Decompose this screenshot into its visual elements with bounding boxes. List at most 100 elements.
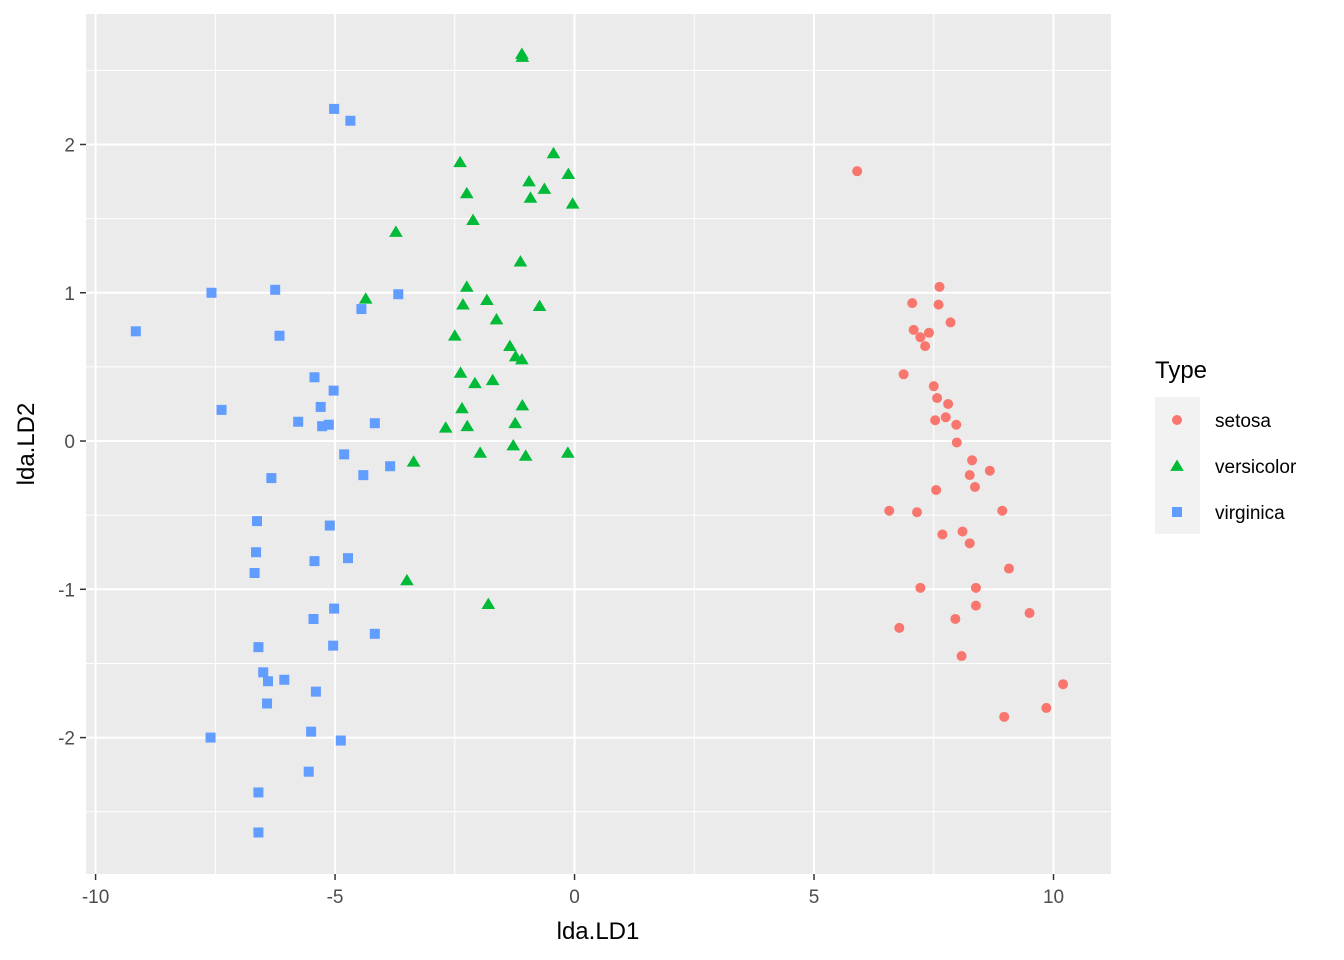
versicolor-point	[489, 312, 504, 325]
versicolor-point	[473, 446, 488, 458]
virginica-point	[310, 686, 321, 697]
setosa-point	[943, 398, 954, 409]
virginica-point	[205, 732, 216, 743]
versicolor-point	[455, 401, 469, 414]
versicolor-point	[523, 191, 538, 203]
virginica-point	[335, 735, 346, 746]
setosa-point	[923, 327, 934, 338]
legend-label-virginica: virginica	[1215, 503, 1285, 524]
y-axis-ticks: -2 -1 0 1 2	[58, 135, 86, 750]
versicolor-point	[518, 449, 533, 461]
x-tick-label: 10	[1043, 887, 1064, 908]
setosa-point	[945, 317, 956, 328]
setosa-point	[1024, 608, 1035, 619]
virginica-point	[251, 547, 262, 558]
data-points	[130, 47, 1069, 838]
setosa-point	[951, 419, 962, 430]
virginica-point	[253, 642, 264, 653]
setosa-point	[956, 651, 967, 662]
virginica-point	[253, 787, 264, 798]
virginica-point	[329, 603, 340, 614]
y-tick-label: -2	[58, 729, 75, 750]
setosa-point	[940, 412, 951, 423]
virginica-point	[249, 568, 260, 578]
x-tick-label: 5	[809, 887, 820, 908]
versicolor-point	[468, 376, 482, 389]
virginica-point	[253, 827, 264, 838]
y-tick-label: 2	[64, 135, 75, 156]
virginica-point	[309, 372, 320, 383]
x-tick-label: 0	[569, 887, 580, 908]
setosa-point	[898, 369, 909, 380]
versicolor-point	[460, 419, 475, 432]
versicolor-point	[456, 298, 470, 310]
setosa-point	[930, 415, 941, 426]
setosa-point	[915, 332, 926, 343]
versicolor-point	[503, 339, 517, 352]
legend-key-setosa	[1172, 415, 1182, 425]
virginica-point	[266, 473, 277, 484]
setosa-point	[969, 482, 980, 492]
virginica-point	[345, 115, 356, 126]
virginica-point	[317, 421, 328, 432]
setosa-point	[950, 613, 961, 624]
versicolor-point	[480, 293, 494, 306]
virginica-point	[328, 640, 339, 651]
setosa-point	[934, 281, 945, 292]
versicolor-point	[453, 155, 467, 168]
virginica-point	[274, 330, 285, 341]
virginica-point	[303, 766, 314, 777]
virginica-point	[339, 449, 350, 460]
versicolor-point	[447, 329, 462, 341]
minor-gridlines	[86, 14, 1111, 874]
setosa-point	[951, 437, 962, 448]
legend-key-versicolor	[1170, 459, 1184, 471]
y-tick-label: 0	[64, 432, 75, 453]
setosa-point	[1058, 679, 1069, 690]
x-tick-label: -10	[82, 887, 109, 908]
setosa-point	[999, 711, 1010, 722]
setosa-point	[964, 470, 975, 481]
virginica-point	[356, 304, 367, 315]
virginica-point	[216, 404, 227, 415]
setosa-point	[937, 529, 948, 540]
versicolor-point	[561, 167, 576, 180]
setosa-point	[964, 538, 975, 549]
versicolor-point	[565, 197, 580, 209]
virginica-point	[258, 667, 269, 678]
setosa-point	[957, 526, 968, 537]
x-axis-title: lda.LD1	[557, 918, 640, 945]
virginica-point	[262, 698, 273, 709]
virginica-point	[206, 287, 217, 298]
setosa-point	[928, 381, 939, 392]
virginica-point	[369, 628, 380, 639]
setosa-point	[920, 341, 931, 352]
setosa-point	[970, 600, 981, 611]
virginica-point	[293, 416, 304, 427]
setosa-point	[912, 507, 923, 518]
plot-panel	[86, 14, 1111, 874]
virginica-point	[342, 553, 353, 564]
versicolor-point	[506, 438, 521, 451]
versicolor-point	[513, 255, 528, 267]
setosa-point	[984, 465, 995, 476]
versicolor-point	[515, 50, 530, 62]
virginica-point	[263, 676, 274, 687]
virginica-point	[306, 726, 317, 737]
versicolor-point	[508, 416, 522, 429]
setosa-point	[997, 505, 1008, 516]
versicolor-point	[438, 421, 453, 433]
versicolor-point	[532, 299, 547, 311]
virginica-point	[358, 470, 369, 481]
setosa-point	[894, 622, 905, 633]
versicolor-point	[515, 398, 530, 411]
legend-title: Type	[1155, 357, 1207, 384]
setosa-point	[852, 166, 863, 177]
setosa-point	[907, 298, 918, 309]
setosa-point	[1041, 702, 1052, 713]
virginica-point	[315, 401, 326, 412]
versicolor-point	[466, 213, 480, 225]
versicolor-point	[389, 225, 403, 237]
y-tick-label: 1	[64, 284, 75, 305]
virginica-point	[270, 284, 281, 295]
